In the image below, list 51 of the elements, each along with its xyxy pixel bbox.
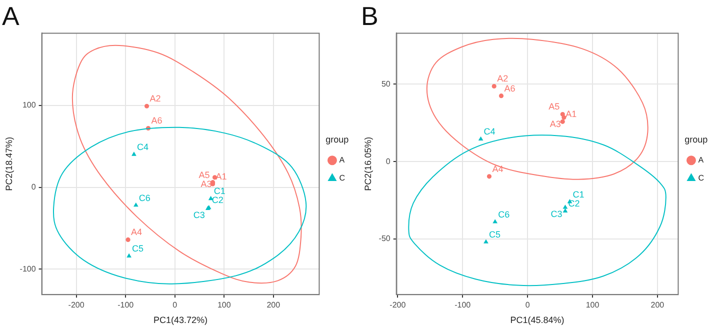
data-label: C4 (136, 142, 148, 152)
data-label: C5 (488, 229, 500, 240)
legend-title: group (326, 134, 349, 145)
y-tick-label: -100 (20, 264, 36, 274)
data-label: C2 (212, 195, 224, 206)
data-label: A4 (492, 164, 504, 174)
legend-label: C (339, 174, 346, 183)
data-label: C1 (214, 186, 226, 196)
data-label: A2 (497, 74, 508, 84)
y-tick-label: 0 (386, 156, 391, 166)
data-label: A5 (198, 170, 210, 180)
x-tick-label: 200 (266, 300, 281, 310)
legend-label: A (698, 156, 704, 165)
x-tick-label: -100 (118, 300, 134, 310)
x-tick-label: -200 (390, 300, 406, 310)
data-label: A4 (131, 227, 142, 238)
data-label: A6 (504, 83, 516, 94)
legend-label: A (339, 156, 346, 165)
data-label: A1 (216, 171, 227, 182)
data-label: A3 (200, 178, 212, 189)
chart-title: B (361, 0, 378, 31)
x-tick-label: -200 (68, 300, 85, 310)
y-axis-title: PC2(16.05%) (362, 136, 373, 191)
x-tick-label: 100 (586, 300, 600, 310)
data-label: C6 (138, 192, 150, 203)
data-label: A1 (566, 109, 577, 120)
data-label: A6 (151, 116, 162, 126)
data-label: A3 (550, 118, 561, 129)
data-label: C5 (132, 244, 144, 254)
x-tick-label: 0 (525, 300, 530, 310)
y-tick-label: 100 (22, 100, 36, 110)
x-tick-label: 100 (217, 300, 232, 310)
y-tick-label: 50 (381, 79, 391, 88)
x-tick-label: -100 (454, 300, 472, 310)
data-label: C4 (484, 126, 496, 137)
legend-label: C (698, 174, 704, 183)
x-axis-title: PC1(43.72%) (154, 315, 208, 326)
data-label: C6 (498, 209, 510, 220)
x-axis-title: PC1(45.84%) (510, 315, 564, 326)
y-tick-label: 0 (31, 182, 36, 192)
legend-title: group (684, 134, 708, 145)
data-label: A5 (548, 102, 560, 112)
y-tick-label: -50 (378, 234, 391, 244)
data-label: C3 (193, 210, 205, 220)
data-label: A2 (150, 94, 161, 104)
x-tick-label: 200 (650, 300, 665, 310)
x-tick-label: 0 (172, 300, 178, 310)
y-axis-title: PC2(18.47%) (4, 136, 14, 191)
chart-title: A (2, 0, 20, 31)
data-label: C1 (572, 189, 584, 200)
data-label: C3 (550, 208, 562, 219)
